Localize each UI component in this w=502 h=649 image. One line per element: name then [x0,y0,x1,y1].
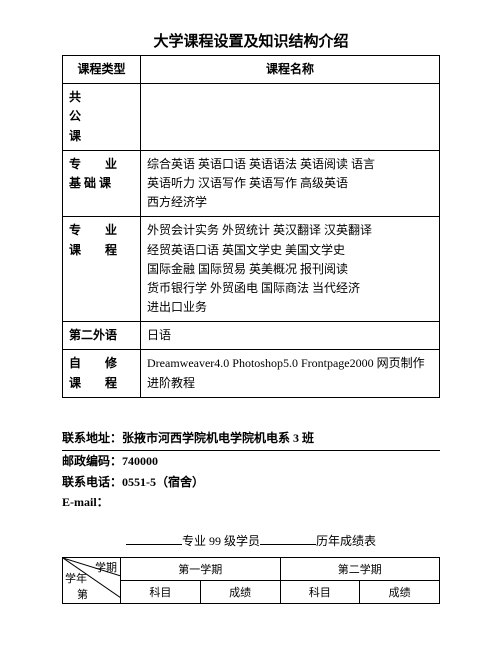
sem2-subj: 科目 [280,581,360,604]
row-label: 专 业课 程 [63,217,141,322]
addr-label: 联系地址： [62,431,122,445]
header-right: 课程名称 [141,56,440,84]
sem2-score: 成绩 [360,581,440,604]
sem1-header: 第一学期 [121,558,281,581]
row-content [141,84,440,151]
diag-top: 学期 [95,559,117,575]
diag-mid: 学年 [65,570,87,586]
sem2-header: 第二学期 [280,558,440,581]
grades-tail: 历年成绩表 [316,534,376,548]
grades-table: 学期 学年 第 第一学期 第二学期 科目 成绩 科目 成绩 [62,557,440,604]
contact-block: 联系地址：张掖市河西学院机电学院机电系 3 班 邮政编码：740000 联系电话… [62,428,440,513]
page-title: 大学课程设置及知识结构介绍 [62,30,440,51]
blank-1 [126,533,182,545]
row-content: 日语 [141,322,440,350]
blank-2 [260,533,316,545]
zip-value: 740000 [122,454,158,468]
tel-label: 联系电话： [62,475,122,489]
grades-mid: 专业 99 级学员 [182,534,260,548]
row-label: 专 业基 础 课 [63,150,141,217]
contact-zip: 邮政编码：740000 [62,451,440,471]
email-label: E-mail： [62,495,109,509]
row-content: 综合英语 英语口语 英语语法 英语阅读 语言 英语听力 汉语写作 英语写作 高级… [141,150,440,217]
sem1-subj: 科目 [121,581,201,604]
grades-title: 专业 99 级学员 历年成绩表 [62,532,440,549]
row-label: 自 修课 程 [63,350,141,397]
row-content: Dreamweaver4.0 Photoshop5.0 Frontpage200… [141,350,440,397]
diag-bot: 第 [77,586,88,602]
sem1-score: 成绩 [200,581,280,604]
tel-value: 0551-5（宿舍） [122,475,204,489]
addr-value: 张掖市河西学院机电学院机电系 3 班 [122,431,314,445]
row-content: 外贸会计实务 外贸统计 英汉翻译 汉英翻译 经贸英语口语 英国文学史 美国文学史… [141,217,440,322]
course-table: 课程类型 课程名称 共公课专 业基 础 课综合英语 英语口语 英语语法 英语阅读… [62,55,440,398]
contact-email: E-mail： [62,492,440,512]
contact-addr: 联系地址：张掖市河西学院机电学院机电系 3 班 [62,428,440,448]
row-label: 第二外语 [63,322,141,350]
diag-cell: 学期 学年 第 [63,558,121,604]
zip-label: 邮政编码： [62,454,122,468]
row-label: 共公课 [63,84,141,151]
header-left: 课程类型 [63,56,141,84]
contact-tel: 联系电话：0551-5（宿舍） [62,472,440,492]
